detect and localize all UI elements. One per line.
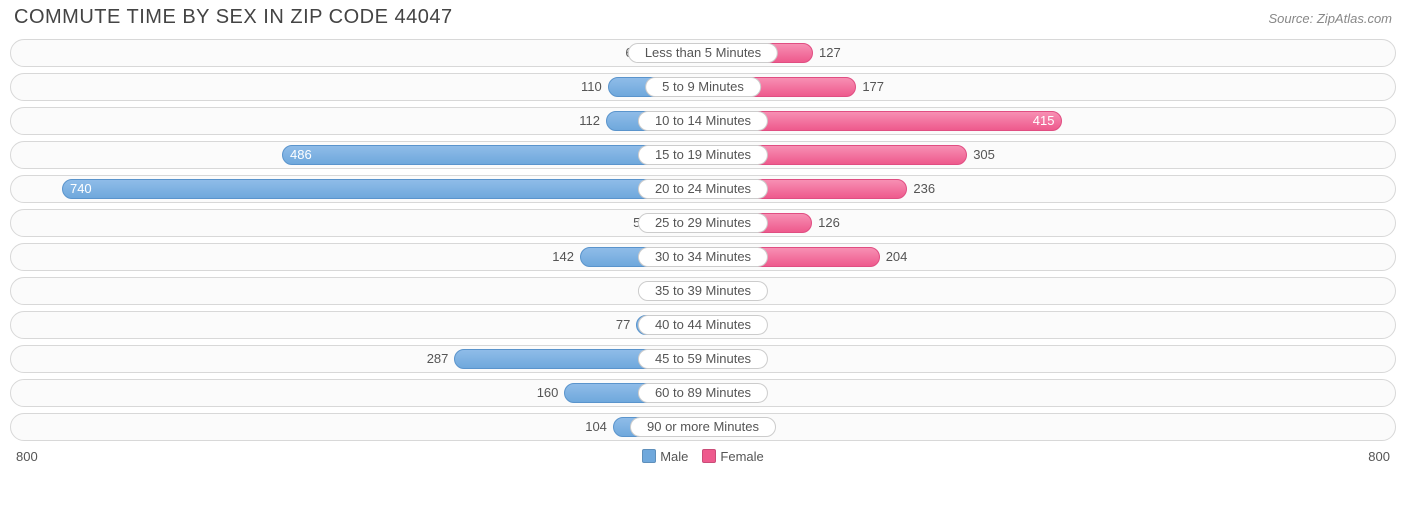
female-half: 415	[703, 107, 1396, 135]
male-half: 112	[10, 107, 703, 135]
male-value: 77	[616, 315, 636, 335]
male-half: 77	[10, 311, 703, 339]
female-half: 22	[703, 413, 1396, 441]
male-half: 104	[10, 413, 703, 441]
male-half: 486	[10, 141, 703, 169]
male-value: 160	[537, 383, 565, 403]
category-label: 60 to 89 Minutes	[638, 383, 768, 403]
male-value: 112	[579, 111, 606, 131]
chart-row: 110 177 5 to 9 Minutes	[10, 73, 1396, 101]
chart-footer: 800 Male Female 800	[10, 447, 1396, 464]
diverging-bar-chart: 66 127 Less than 5 Minutes 110 177 5 to 9 Min…	[10, 39, 1396, 441]
male-value: 104	[585, 417, 613, 437]
chart-row: 112 415 10 to 14 Minutes	[10, 107, 1396, 135]
chart-title: COMMUTE TIME BY SEX IN ZIP CODE 44047	[14, 6, 453, 29]
female-value: 415	[1033, 111, 1063, 131]
male-bar	[62, 179, 703, 199]
legend-female-label: Female	[720, 449, 763, 464]
chart-row: 142 204 30 to 34 Minutes	[10, 243, 1396, 271]
female-value: 127	[813, 43, 841, 63]
category-label: 30 to 34 Minutes	[638, 247, 768, 267]
category-label: 5 to 9 Minutes	[645, 77, 761, 97]
category-label: 35 to 39 Minutes	[638, 281, 768, 301]
male-half: 287	[10, 345, 703, 373]
male-half: 160	[10, 379, 703, 407]
category-label: Less than 5 Minutes	[628, 43, 778, 63]
chart-row: 287 4445 to 59 Minutes	[10, 345, 1396, 373]
category-label: 25 to 29 Minutes	[638, 213, 768, 233]
male-half: 57	[10, 209, 703, 237]
female-value: 126	[812, 213, 840, 233]
male-half: 110	[10, 73, 703, 101]
chart-row: 57 126 25 to 29 Minutes	[10, 209, 1396, 237]
chart-row: 740 236 20 to 24 Minutes	[10, 175, 1396, 203]
axis-right-max: 800	[1368, 449, 1390, 464]
male-half: 142	[10, 243, 703, 271]
legend: Male Female	[642, 449, 764, 464]
chart-source: Source: ZipAtlas.com	[1268, 11, 1392, 26]
male-value: 142	[552, 247, 580, 267]
female-swatch-icon	[702, 449, 716, 463]
chart-header: COMMUTE TIME BY SEX IN ZIP CODE 44047 So…	[10, 6, 1396, 29]
chart-row: 160 3760 to 89 Minutes	[10, 379, 1396, 407]
chart-row: 66 127 Less than 5 Minutes	[10, 39, 1396, 67]
chart-row: 104 2290 or more Minutes	[10, 413, 1396, 441]
male-value: 287	[427, 349, 455, 369]
female-half: 204	[703, 243, 1396, 271]
female-half: 44	[703, 345, 1396, 373]
legend-item-male: Male	[642, 449, 688, 464]
female-half: 177	[703, 73, 1396, 101]
category-label: 20 to 24 Minutes	[638, 179, 768, 199]
category-label: 15 to 19 Minutes	[638, 145, 768, 165]
female-half: 127	[703, 39, 1396, 67]
male-swatch-icon	[642, 449, 656, 463]
category-label: 45 to 59 Minutes	[638, 349, 768, 369]
male-half: 66	[10, 39, 703, 67]
axis-left-max: 800	[16, 449, 38, 464]
female-half: 305	[703, 141, 1396, 169]
female-half: 29	[703, 277, 1396, 305]
male-value: 486	[282, 145, 312, 165]
category-label: 10 to 14 Minutes	[638, 111, 768, 131]
chart-row: 486 305 15 to 19 Minutes	[10, 141, 1396, 169]
female-half: 126	[703, 209, 1396, 237]
male-value: 110	[581, 77, 608, 97]
chart-row: 77 1040 to 44 Minutes	[10, 311, 1396, 339]
female-value: 305	[967, 145, 995, 165]
male-half: 35	[10, 277, 703, 305]
female-half: 37	[703, 379, 1396, 407]
legend-male-label: Male	[660, 449, 688, 464]
male-half: 740	[10, 175, 703, 203]
female-value: 204	[880, 247, 908, 267]
chart-row: 352935 to 39 Minutes	[10, 277, 1396, 305]
category-label: 90 or more Minutes	[630, 417, 776, 437]
legend-item-female: Female	[702, 449, 763, 464]
female-half: 10	[703, 311, 1396, 339]
category-label: 40 to 44 Minutes	[638, 315, 768, 335]
female-value: 177	[856, 77, 884, 97]
female-half: 236	[703, 175, 1396, 203]
male-value: 740	[62, 179, 92, 199]
female-value: 236	[907, 179, 935, 199]
